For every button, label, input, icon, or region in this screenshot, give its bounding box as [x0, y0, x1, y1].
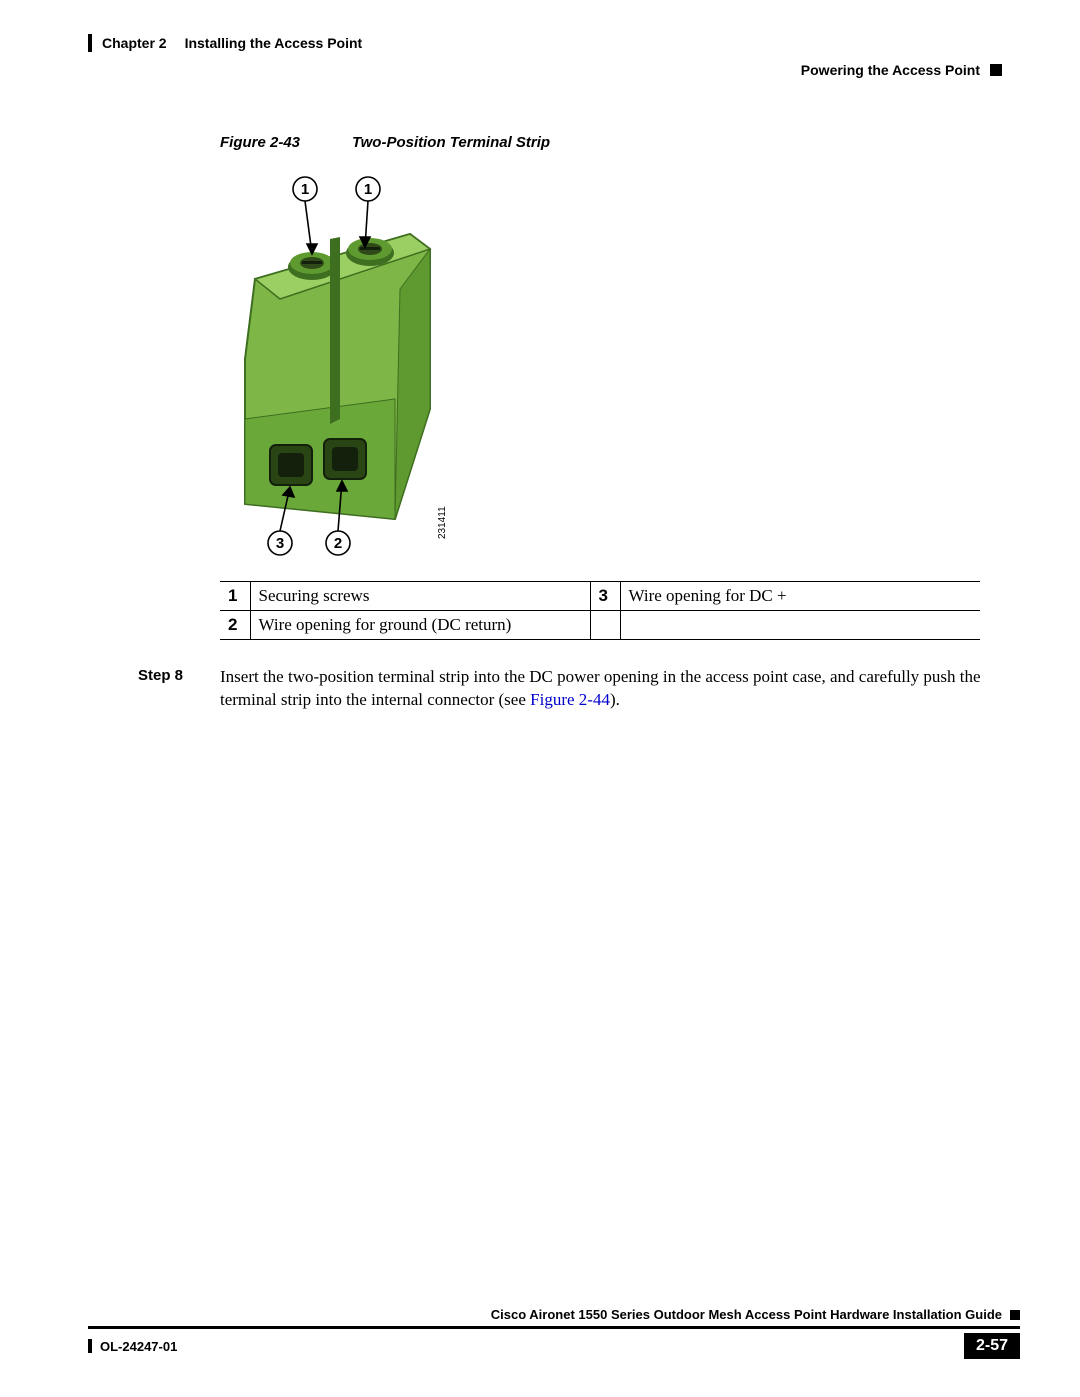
terminal-strip-svg: 1 1 2 3 231411 [220, 159, 560, 559]
callout-num: 1 [220, 582, 250, 611]
svg-text:1: 1 [364, 181, 372, 198]
header-bar-icon [88, 34, 92, 52]
footer-guide-title: Cisco Aironet 1550 Series Outdoor Mesh A… [491, 1307, 1002, 1322]
figure-caption: Figure 2-43 Two-Position Terminal Strip [220, 134, 1002, 151]
footer-doc-number: OL-24247-01 [100, 1339, 177, 1354]
svg-text:1: 1 [301, 181, 309, 198]
step-text-after: ). [610, 690, 620, 709]
callout-desc: Wire opening for ground (DC return) [250, 611, 590, 640]
figure-xref-link[interactable]: Figure 2-44 [530, 690, 610, 709]
footer-rule [88, 1326, 1020, 1329]
page-footer: Cisco Aironet 1550 Series Outdoor Mesh A… [88, 1307, 1020, 1359]
callout-desc [620, 611, 980, 640]
section-header: Powering the Access Point [88, 62, 1002, 78]
figure-diagram: 1 1 2 3 231411 [220, 159, 560, 559]
callout-desc: Securing screws [250, 582, 590, 611]
page-number-badge: 2-57 [964, 1333, 1020, 1359]
svg-text:2: 2 [334, 535, 342, 552]
step-text: Insert the two-position terminal strip i… [220, 666, 1002, 712]
callout-table: 1 Securing screws 3 Wire opening for DC … [220, 581, 980, 640]
figure-title: Two-Position Terminal Strip [352, 134, 550, 151]
step-label: Step 8 [138, 666, 220, 712]
callout-num [590, 611, 620, 640]
section-title: Powering the Access Point [801, 62, 980, 78]
figure-image-id: 231411 [437, 506, 448, 539]
step-block: Step 8 Insert the two-position terminal … [138, 666, 1002, 712]
section-square-icon [990, 64, 1002, 76]
callout-desc: Wire opening for DC + [620, 582, 980, 611]
callout-num: 3 [590, 582, 620, 611]
chapter-label: Chapter 2 [102, 35, 167, 51]
footer-square-icon [1010, 1310, 1020, 1320]
callout-num: 2 [220, 611, 250, 640]
svg-text:3: 3 [276, 535, 284, 552]
table-row: 1 Securing screws 3 Wire opening for DC … [220, 582, 980, 611]
footer-bar-icon [88, 1339, 92, 1353]
chapter-title: Installing the Access Point [185, 35, 363, 51]
footer-left: OL-24247-01 [88, 1339, 177, 1354]
chapter-header: Chapter 2 Installing the Access Point [88, 34, 1002, 52]
footer-row: OL-24247-01 2-57 [88, 1333, 1020, 1359]
footer-guide-title-row: Cisco Aironet 1550 Series Outdoor Mesh A… [88, 1307, 1020, 1322]
figure-label: Figure 2-43 [220, 134, 300, 151]
page: Chapter 2 Installing the Access Point Po… [0, 0, 1080, 1397]
table-row: 2 Wire opening for ground (DC return) [220, 611, 980, 640]
